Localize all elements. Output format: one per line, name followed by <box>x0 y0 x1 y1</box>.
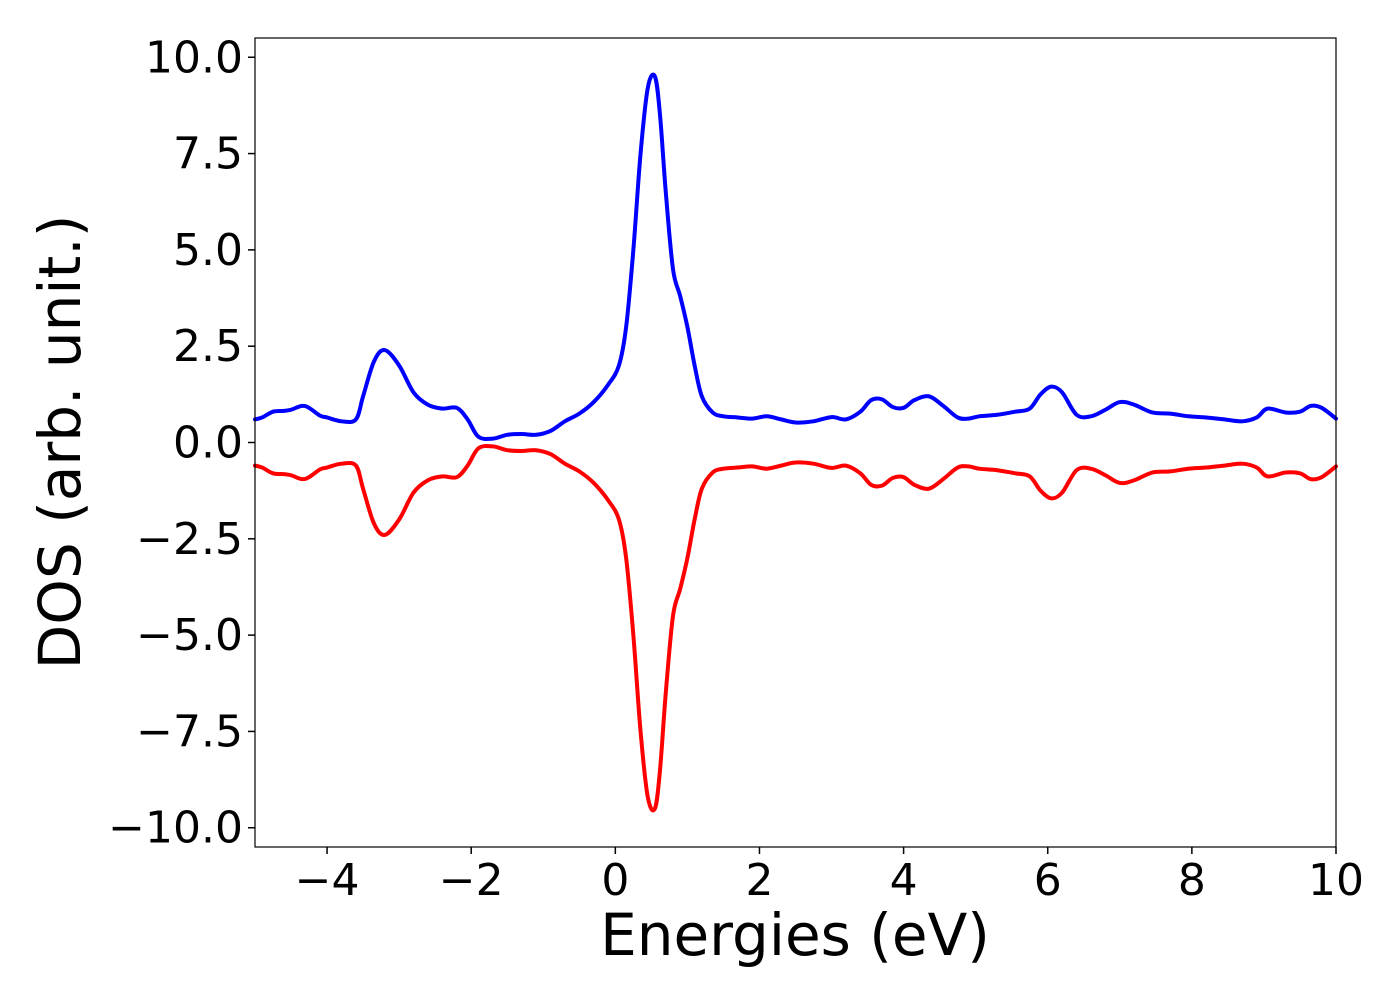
y-tick-label: 2.5 <box>173 321 243 372</box>
x-tick-label: −4 <box>295 855 360 906</box>
x-tick-label: 0 <box>601 855 629 906</box>
y-tick-label: −5.0 <box>136 610 243 661</box>
plot-series <box>253 72 1338 813</box>
y-tick-label: 7.5 <box>173 129 243 180</box>
y-tick-label: 5.0 <box>173 225 243 276</box>
y-axis-title: DOS (arb. unit.) <box>26 215 94 670</box>
y-axis-ticks: 10.0 7.5 5.0 2.5 0.0 −2.5 −5.0 −7.5 −10.0 <box>108 32 255 854</box>
y-tick-label: 10.0 <box>145 32 243 83</box>
x-tick-label: 6 <box>1034 855 1062 906</box>
x-tick-label: 10 <box>1308 855 1364 906</box>
dos-line-red <box>253 443 1338 813</box>
x-tick-label: 2 <box>745 855 773 906</box>
x-axis-ticks: −4 −2 0 2 4 6 8 10 <box>295 847 1364 906</box>
x-tick-label: 4 <box>890 855 918 906</box>
y-tick-label: 0.0 <box>173 418 243 469</box>
y-tick-label: −7.5 <box>136 706 243 757</box>
y-tick-label: −2.5 <box>136 514 243 565</box>
dos-line-blue <box>253 72 1338 442</box>
x-tick-label: −2 <box>439 855 504 906</box>
y-tick-label: −10.0 <box>108 803 243 854</box>
x-axis-title: Energies (eV) <box>600 901 990 969</box>
plot-frame <box>254 37 1337 848</box>
x-tick-label: 8 <box>1178 855 1206 906</box>
